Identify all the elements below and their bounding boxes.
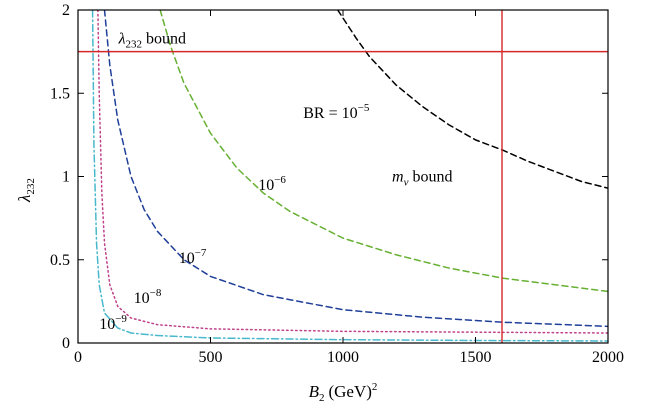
curve-label-4: 10−9 (99, 313, 127, 333)
curve-label-4-sup: −9 (115, 313, 127, 325)
curve-label-2: 10−7 (179, 247, 207, 267)
curve-label-0-base: BR = 10 (303, 105, 357, 122)
y-tick-label: 0.5 (50, 252, 70, 269)
series-group (91, 10, 608, 342)
curve-label-1-base: 10 (258, 177, 274, 194)
x-tick-label: 2000 (592, 349, 624, 366)
x-axis-label-sup: 2 (372, 381, 378, 393)
curve-label-4-base: 10 (99, 316, 115, 333)
curve-label-0-sup: −5 (358, 102, 370, 114)
y-tick-label: 2 (62, 2, 70, 19)
y-tick-label: 1.5 (50, 85, 70, 102)
curve-label-0: BR = 10−5 (303, 102, 370, 122)
curve-label-3-sup: −8 (150, 287, 162, 299)
curve-label-2-base: 10 (179, 250, 195, 267)
bound-label-mnu-rest: bound (408, 169, 452, 186)
bound-label-lambda-rest: bound (142, 31, 186, 48)
x-axis-label-sub: 2 (319, 392, 325, 404)
series-line-4 (91, 10, 608, 342)
y-axis-label-base: λ (15, 195, 34, 203)
curve-label-3: 10−8 (134, 287, 162, 307)
bound-label-lambda-sub: 232 (126, 39, 143, 51)
bound-label-mnu-sub: ν (404, 177, 409, 189)
x-axis-label: B2 (GeV)2 (309, 381, 378, 404)
bound-label-lambda-base: λ (118, 31, 126, 48)
x-tick-label: 500 (199, 349, 223, 366)
curve-label-1: 10−6 (258, 174, 286, 194)
bound-label-lambda: λ232 bound (118, 31, 186, 51)
x-axis-label-unit: (GeV) (328, 382, 371, 401)
x-tick-label: 1500 (460, 349, 492, 366)
x-tick-label: 1000 (327, 349, 359, 366)
curve-label-3-base: 10 (134, 290, 150, 307)
y-axis-label: λ232 (15, 178, 37, 203)
bound-label-mnu-base: m (392, 169, 404, 186)
x-tick-label: 0 (74, 349, 82, 366)
y-axis-label-sub: 232 (25, 178, 37, 195)
x-axis-label-base: B (309, 382, 320, 401)
series-line-3 (97, 10, 608, 334)
series-line-0 (336, 10, 608, 189)
y-tick-label: 1 (62, 169, 70, 186)
curve-label-2-sup: −7 (195, 247, 207, 259)
y-tick-label: 0 (62, 335, 70, 352)
bound-label-mnu: mν bound (392, 169, 452, 189)
curve-label-1-sup: −6 (274, 174, 286, 186)
series-line-2 (103, 10, 608, 328)
